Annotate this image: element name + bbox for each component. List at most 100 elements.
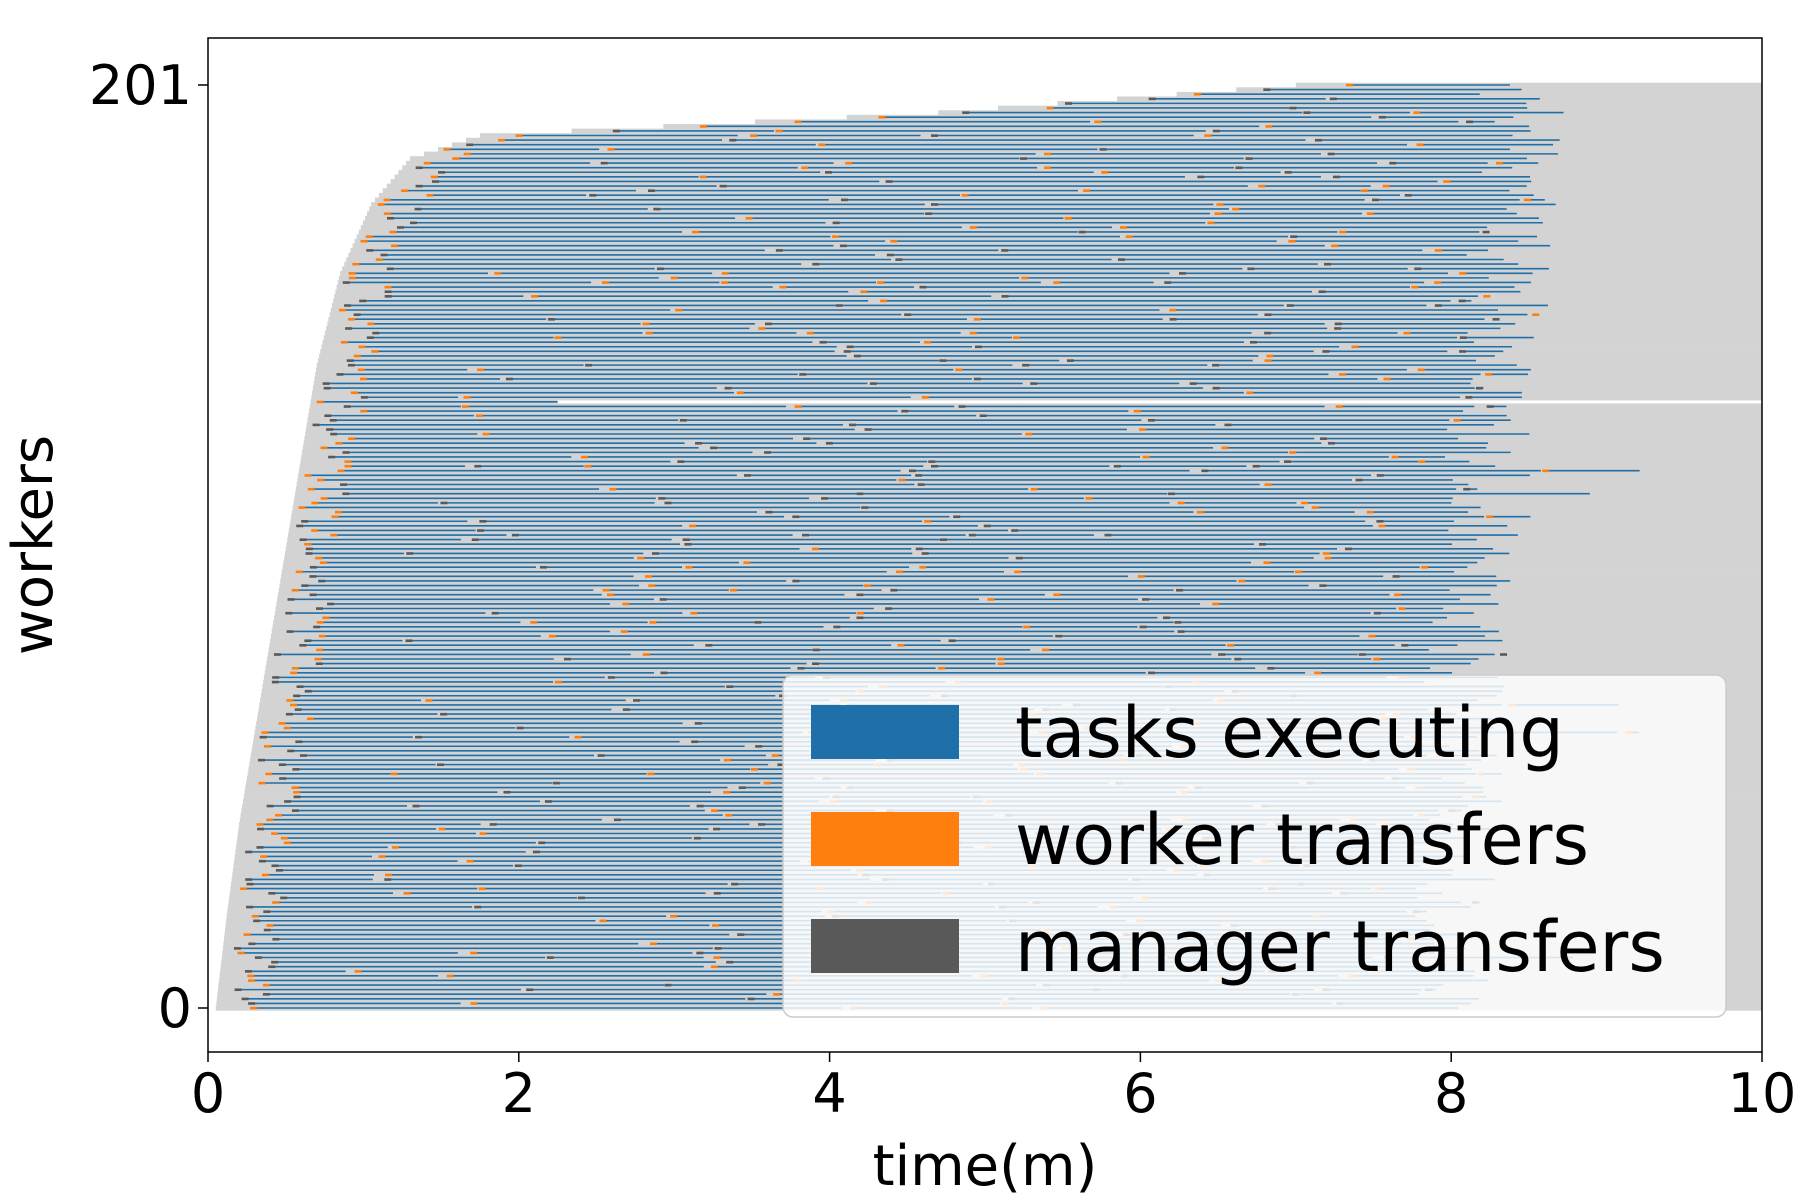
manager-transfer-mark [726, 960, 734, 964]
manager-transfer-mark [257, 827, 265, 831]
manager-transfer-mark [939, 538, 947, 542]
worker-transfer-mark [1142, 455, 1150, 459]
manager-transfer-mark [1022, 363, 1030, 367]
worker-transfer-mark [997, 662, 1005, 665]
manager-transfer-mark [856, 593, 864, 597]
worker-transfer-mark [443, 148, 451, 151]
worker-transfer-mark [554, 680, 562, 684]
manager-transfer-mark [1401, 644, 1409, 647]
worker-transfer-mark [240, 887, 248, 891]
legend-label: tasks executing [1015, 692, 1564, 774]
worker-transfer-mark [283, 841, 291, 845]
manager-transfer-mark [856, 616, 864, 620]
manager-transfer-mark [312, 423, 320, 427]
manager-transfer-mark [286, 630, 294, 633]
manager-transfer-mark [1327, 441, 1335, 445]
worker-transfer-mark [1196, 510, 1204, 514]
worker-transfer-mark [1373, 657, 1381, 661]
worker-transfer-mark [348, 272, 356, 275]
manager-transfer-mark [1334, 327, 1342, 330]
worker-transfer-mark [295, 570, 303, 574]
worker-transfer-mark [743, 561, 751, 564]
legend-label: manager transfers [1015, 906, 1665, 988]
worker-transfer-mark [723, 758, 731, 762]
worker-transfer-mark [1311, 506, 1319, 509]
manager-transfer-mark [1099, 148, 1107, 151]
worker-transfer-mark [1417, 368, 1425, 372]
worker-transfer-mark [265, 772, 273, 776]
worker-transfer-mark [642, 653, 650, 656]
manager-transfer-mark [589, 194, 597, 197]
manager-transfer-mark [764, 322, 772, 326]
worker-transfer-mark [806, 331, 814, 335]
manager-transfer-mark [552, 781, 560, 785]
manager-transfer-mark [474, 905, 482, 909]
worker-transfer-mark [1204, 134, 1212, 137]
worker-transfer-mark [863, 584, 871, 587]
manager-transfer-mark [677, 460, 685, 463]
manager-transfer-mark [1358, 653, 1366, 656]
worker-transfer-mark [243, 933, 251, 936]
manager-transfer-mark [660, 671, 668, 675]
worker-transfer-mark [736, 391, 744, 395]
worker-transfer-mark [1094, 120, 1102, 124]
manager-transfer-mark [754, 621, 762, 624]
worker-transfer-mark [1207, 221, 1215, 225]
worker-transfer-mark [478, 887, 486, 891]
worker-transfer-mark [699, 125, 707, 128]
manager-transfer-mark [273, 653, 281, 656]
worker-transfer-mark [261, 873, 269, 877]
manager-transfer-mark [405, 639, 413, 643]
manager-transfer-mark [792, 515, 800, 519]
manager-transfer-mark [256, 846, 264, 849]
worker-transfer-mark [1443, 180, 1451, 183]
worker-transfer-mark [699, 175, 707, 179]
manager-transfer-mark [839, 244, 847, 248]
worker-transfer-mark [919, 565, 927, 569]
worker-transfer-mark [818, 143, 826, 147]
worker-transfer-mark [461, 405, 469, 408]
worker-transfer-mark [266, 818, 274, 822]
worker-transfer-mark [331, 515, 339, 519]
worker-transfer-mark [280, 836, 288, 840]
manager-transfer-mark [271, 960, 279, 964]
worker-transfer-mark [463, 396, 471, 399]
worker-transfer-mark [1378, 524, 1386, 528]
worker-transfer-mark [1021, 276, 1029, 280]
worker-transfer-mark [644, 575, 652, 578]
manager-transfer-mark [904, 313, 912, 317]
manager-transfer-mark [326, 428, 334, 431]
worker-transfer-mark [1258, 184, 1266, 188]
manager-transfer-mark [1139, 625, 1147, 629]
worker-transfer-mark [856, 611, 864, 615]
worker-transfer-mark [357, 368, 365, 372]
manager-transfer-mark [415, 735, 423, 739]
worker-transfer-mark [860, 290, 868, 294]
worker-transfer-mark [1053, 281, 1061, 284]
y-axis-label: workers [1, 435, 66, 655]
worker-transfer-mark [319, 561, 327, 564]
worker-transfer-mark [531, 295, 539, 298]
worker-transfer-mark [470, 951, 478, 955]
worker-transfer-mark [358, 345, 366, 349]
manager-transfer-mark [1463, 487, 1471, 491]
y-tick-label: 201 [89, 54, 192, 117]
worker-transfer-mark [1391, 455, 1399, 459]
manager-transfer-mark [304, 639, 312, 643]
manager-transfer-mark [544, 800, 552, 803]
worker-transfer-mark [1014, 570, 1022, 574]
manager-transfer-mark [539, 565, 547, 569]
manager-transfer-mark [414, 207, 422, 211]
manager-transfer-mark [287, 749, 295, 753]
manager-transfer-mark [1318, 290, 1326, 294]
manager-transfer-mark [812, 662, 820, 665]
worker-transfer-mark [1193, 92, 1201, 96]
worker-transfer-mark [1366, 212, 1374, 215]
manager-transfer-mark [309, 565, 317, 569]
manager-transfer-mark [1055, 634, 1063, 638]
worker-transfer-mark [266, 924, 274, 927]
manager-transfer-mark [724, 386, 732, 390]
manager-transfer-mark [647, 189, 655, 193]
manager-transfer-mark [682, 538, 690, 542]
manager-transfer-mark [415, 166, 423, 170]
